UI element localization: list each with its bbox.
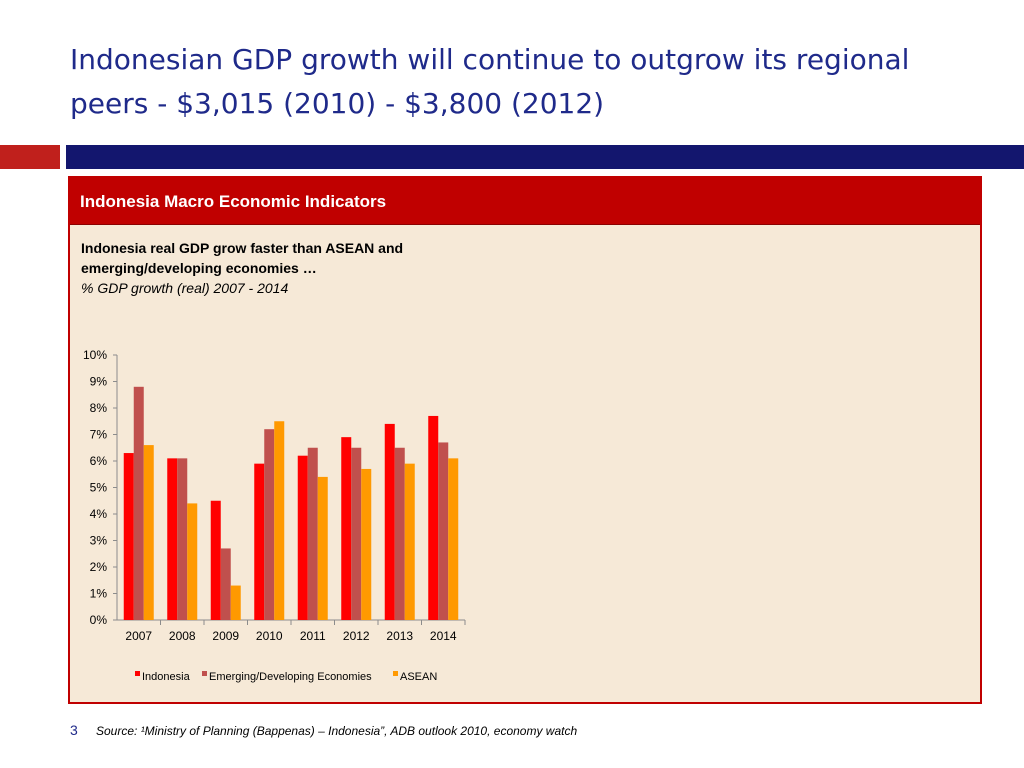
bar-indonesia-2009 bbox=[210, 500, 221, 620]
bar-emerging-developing-economies-2009 bbox=[220, 548, 231, 620]
bar-asean-2011 bbox=[317, 476, 328, 620]
y-tick-label: 3% bbox=[90, 534, 108, 548]
legend-swatch bbox=[393, 671, 398, 676]
legend-label: Emerging/Developing Economies bbox=[209, 671, 372, 683]
bar-emerging-developing-economies-2007 bbox=[133, 386, 144, 620]
bar-emerging-developing-economies-2011 bbox=[307, 447, 318, 620]
bar-asean-2014 bbox=[448, 458, 459, 620]
x-tick-label: 2013 bbox=[386, 629, 413, 643]
x-tick-label: 2007 bbox=[125, 629, 152, 643]
bar-indonesia-2011 bbox=[297, 455, 308, 620]
y-tick-label: 0% bbox=[90, 613, 108, 627]
bar-emerging-developing-economies-2013 bbox=[394, 447, 405, 620]
bar-emerging-developing-economies-2012 bbox=[351, 447, 362, 620]
slide-title: Indonesian GDP growth will continue to o… bbox=[70, 43, 910, 120]
accent-bar-red bbox=[0, 145, 60, 169]
panel-header: Indonesia Macro Economic Indicators bbox=[70, 178, 980, 225]
bar-indonesia-2007 bbox=[123, 453, 134, 620]
panel-title: Indonesia Macro Economic Indicators bbox=[80, 192, 387, 211]
bar-emerging-developing-economies-2010 bbox=[264, 429, 275, 620]
bar-asean-2010 bbox=[274, 421, 285, 620]
bar-emerging-developing-economies-2008 bbox=[177, 458, 188, 620]
bar-asean-2012 bbox=[361, 468, 372, 620]
y-tick-label: 4% bbox=[90, 507, 108, 521]
y-tick-label: 2% bbox=[90, 560, 108, 574]
y-tick-label: 6% bbox=[90, 454, 108, 468]
y-tick-label: 8% bbox=[90, 401, 108, 415]
bar-indonesia-2008 bbox=[167, 458, 178, 620]
bar-indonesia-2014 bbox=[428, 415, 439, 620]
y-tick-label: 1% bbox=[90, 587, 108, 601]
y-tick-label: 9% bbox=[90, 375, 108, 389]
bar-asean-2009 bbox=[230, 585, 241, 620]
bar-emerging-developing-economies-2014 bbox=[438, 442, 449, 620]
chart-subtitle-caption: % GDP growth (real) 2007 - 2014 bbox=[81, 280, 289, 296]
accent-bar-navy bbox=[66, 145, 1024, 169]
bar-asean-2008 bbox=[187, 503, 198, 620]
legend-label: ASEAN bbox=[400, 671, 437, 683]
source-note: Source: ¹Ministry of Planning (Bappenas)… bbox=[96, 724, 578, 738]
x-tick-label: 2010 bbox=[256, 629, 283, 643]
y-tick-label: 7% bbox=[90, 428, 108, 442]
x-tick-label: 2008 bbox=[169, 629, 196, 643]
legend-swatch bbox=[135, 671, 140, 676]
x-tick-label: 2011 bbox=[300, 629, 326, 643]
bar-asean-2013 bbox=[404, 463, 415, 620]
bar-indonesia-2012 bbox=[341, 437, 352, 620]
chart-subtitle: Indonesia real GDP grow faster than ASEA… bbox=[81, 238, 501, 298]
chart-subtitle-main: Indonesia real GDP grow faster than ASEA… bbox=[81, 240, 404, 276]
legend-swatch bbox=[202, 671, 207, 676]
bar-asean-2007 bbox=[143, 445, 154, 620]
x-tick-label: 2014 bbox=[430, 629, 457, 643]
x-tick-label: 2009 bbox=[212, 629, 239, 643]
page-number: 3 bbox=[70, 722, 78, 738]
legend-label: Indonesia bbox=[142, 671, 191, 683]
bar-indonesia-2013 bbox=[384, 423, 395, 620]
x-tick-label: 2012 bbox=[343, 629, 370, 643]
y-tick-label: 10% bbox=[83, 348, 107, 362]
bar-indonesia-2010 bbox=[254, 463, 265, 620]
y-tick-label: 5% bbox=[90, 481, 108, 495]
